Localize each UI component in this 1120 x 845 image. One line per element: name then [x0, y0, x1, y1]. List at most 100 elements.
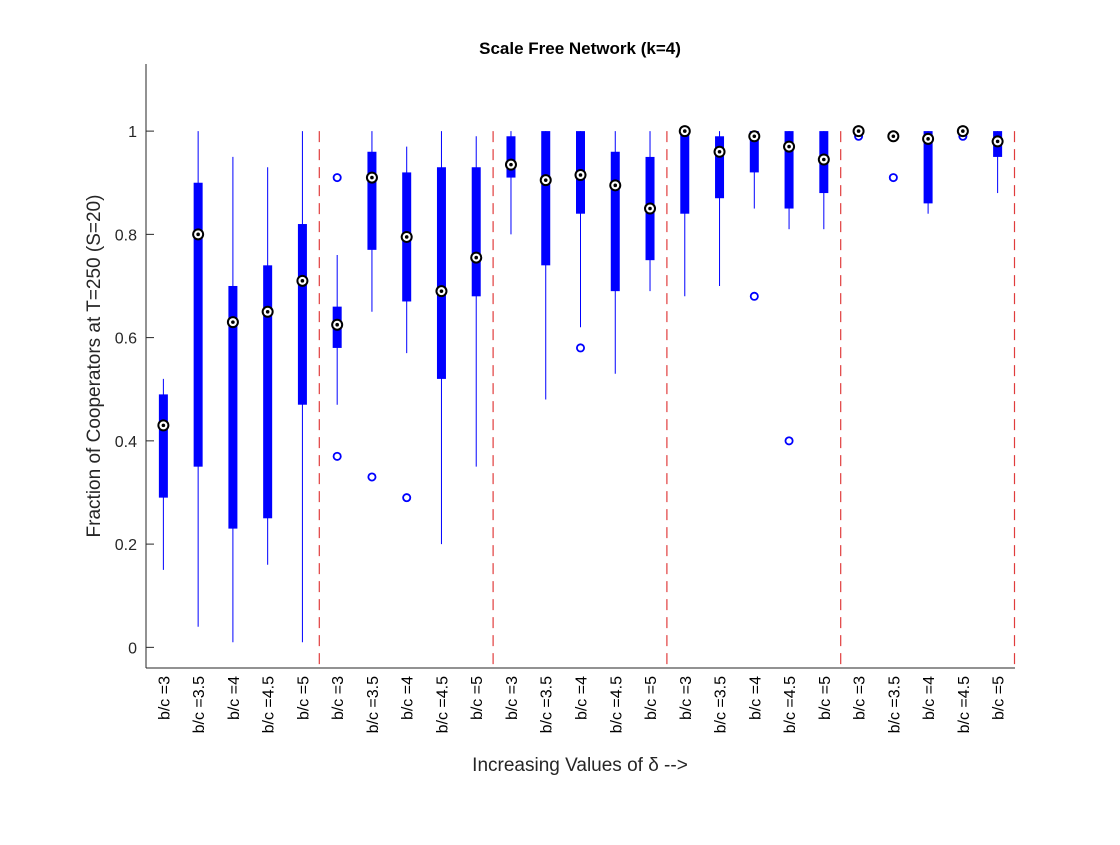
box-body [541, 131, 550, 265]
box-item [992, 131, 1004, 193]
x-tick-label: b/c =4 [574, 676, 591, 720]
box-item [157, 379, 169, 570]
box-item [540, 131, 552, 399]
y-axis-ticks: 0 0.2 0.4 0.6 0.8 1 [115, 124, 154, 657]
x-tick-label: b/c =4 [226, 676, 243, 720]
box-item [366, 131, 378, 480]
y-tick-label: 1 [128, 124, 137, 141]
x-tick-label: b/c =5 [295, 676, 312, 720]
box-median-dot [509, 163, 513, 167]
box-median-dot [753, 134, 757, 138]
box-outlier [751, 293, 758, 300]
x-tick-label: b/c =3 [678, 676, 695, 720]
x-tick-label: b/c =3 [504, 676, 521, 720]
x-tick-label: b/c =3.5 [539, 676, 556, 733]
y-tick-label: 0.8 [115, 227, 137, 244]
box-body [298, 224, 307, 405]
box-median-dot [544, 178, 548, 182]
box-median-dot [440, 289, 444, 293]
box-item [470, 136, 482, 466]
box-body [506, 136, 515, 177]
x-tick-label: b/c =4.5 [782, 676, 799, 733]
box-item [748, 130, 760, 300]
y-tick-label: 0.4 [115, 434, 137, 451]
x-tick-label: b/c =3.5 [365, 676, 382, 733]
chart-title: Scale Free Network (k=4) [479, 39, 681, 58]
box-item [818, 131, 830, 229]
x-tick-label: b/c =4 [747, 676, 764, 720]
box-median-dot [579, 173, 583, 177]
box-median-dot [196, 233, 200, 237]
box-median-dot [787, 145, 791, 149]
box-body [194, 183, 203, 467]
box-item [922, 131, 934, 214]
x-tick-label: b/c =5 [991, 676, 1008, 720]
y-tick-label: 0 [128, 640, 137, 657]
box-median-dot [231, 320, 235, 324]
box-median-dot [613, 184, 617, 188]
x-tick-label: b/c =4.5 [434, 676, 451, 733]
box-median-dot [405, 235, 409, 239]
box-outlier [368, 473, 375, 480]
box-body [715, 136, 724, 198]
y-tick-label: 0.6 [115, 331, 137, 348]
box-median-dot [301, 279, 305, 283]
box-item [192, 131, 204, 627]
x-tick-label: b/c =4.5 [261, 676, 278, 733]
box-outlier [334, 453, 341, 460]
box-median-dot [370, 176, 374, 180]
x-tick-label: b/c =5 [469, 676, 486, 720]
box-item [609, 131, 621, 374]
box-median-dot [648, 207, 652, 211]
box-item [957, 125, 969, 140]
x-axis-label: Increasing Values of δ --> [472, 755, 688, 776]
box-item [714, 131, 726, 286]
box-item [853, 125, 865, 140]
box-median-dot [718, 150, 722, 154]
x-tick-label: b/c =4.5 [608, 676, 625, 733]
box-outlier [785, 437, 792, 444]
box-item [783, 131, 795, 444]
x-tick-label: b/c =3.5 [191, 676, 208, 733]
box-item [331, 174, 343, 460]
box-item [505, 131, 517, 234]
y-tick-label: 0.2 [115, 537, 137, 554]
x-tick-label: b/c =3 [852, 676, 869, 720]
box-item [262, 167, 274, 565]
box-body [159, 394, 168, 497]
box-median-dot [822, 158, 826, 162]
box-item [575, 131, 587, 351]
x-tick-label: b/c =5 [817, 676, 834, 720]
box-item [435, 131, 447, 544]
box-body [611, 152, 620, 291]
box-body [367, 152, 376, 250]
x-tick-label: b/c =3.5 [713, 676, 730, 733]
box-body [472, 167, 481, 296]
box-outlier [403, 494, 410, 501]
box-median-dot [996, 140, 1000, 144]
group-separators [319, 131, 1014, 668]
box-median-dot [892, 134, 896, 138]
box-item [887, 130, 899, 181]
x-tick-label: b/c =4.5 [956, 676, 973, 733]
box-outlier [334, 174, 341, 181]
box-item [227, 157, 239, 642]
x-axis-ticks: b/c =3 b/c =3.5 b/c =4 b/c =4.5 b/c =5 b/c =3… [156, 676, 1007, 733]
x-tick-label: b/c =3.5 [886, 676, 903, 733]
box-median-dot [266, 310, 270, 314]
box-median-dot [474, 256, 478, 260]
box-series [157, 125, 1003, 642]
box-outlier [890, 174, 897, 181]
box-item [401, 147, 413, 502]
box-body [680, 131, 689, 214]
box-body [263, 265, 272, 518]
x-tick-label: b/c =5 [643, 676, 660, 720]
box-item [296, 131, 308, 642]
box-median-dot [961, 129, 965, 133]
box-item [679, 125, 691, 296]
box-body [437, 167, 446, 379]
box-median-dot [926, 137, 930, 141]
y-axis-label: Fraction of Cooperators at T=250 (S=20) [84, 195, 105, 538]
